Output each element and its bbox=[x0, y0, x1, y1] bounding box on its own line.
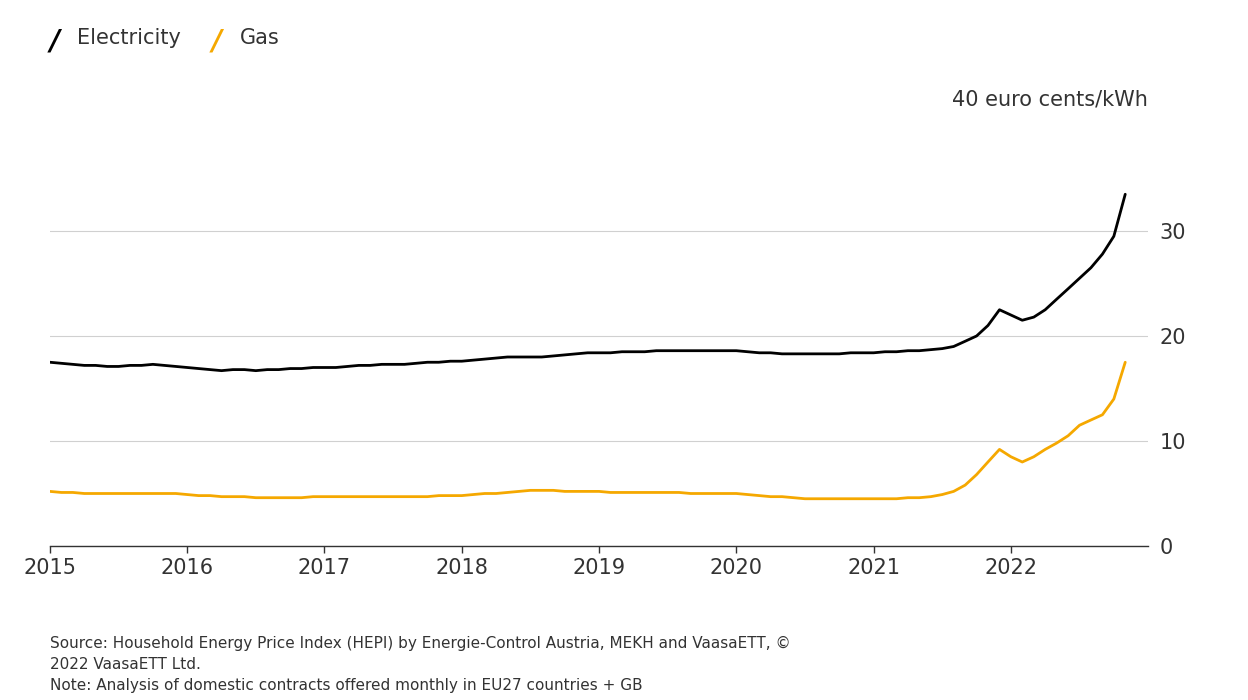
Text: Electricity: Electricity bbox=[77, 28, 181, 48]
Text: /: / bbox=[50, 28, 70, 56]
Text: /: / bbox=[212, 28, 232, 56]
Text: Gas: Gas bbox=[240, 28, 280, 48]
Text: 40 euro cents/kWh: 40 euro cents/kWh bbox=[952, 89, 1148, 109]
Text: Source: Household Energy Price Index (HEPI) by Energie-Control Austria, MEKH and: Source: Household Energy Price Index (HE… bbox=[50, 636, 791, 693]
